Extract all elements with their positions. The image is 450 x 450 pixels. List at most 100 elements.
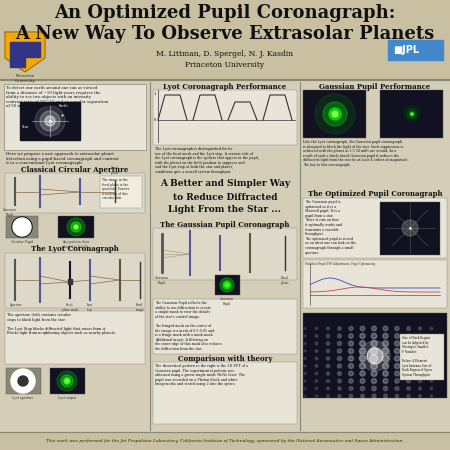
Text: This work was performed for the Jet Propulsion Laboratory, California Institute : This work was performed for the Jet Prop… (46, 439, 404, 443)
Polygon shape (326, 357, 330, 360)
Polygon shape (360, 394, 365, 398)
Polygon shape (338, 349, 342, 353)
Polygon shape (418, 387, 422, 390)
Polygon shape (315, 364, 318, 367)
Polygon shape (372, 326, 377, 331)
Bar (303, 90, 366, 138)
Polygon shape (220, 278, 234, 292)
Polygon shape (348, 356, 354, 361)
Polygon shape (370, 347, 378, 355)
Bar (153, 299, 297, 354)
Polygon shape (225, 283, 229, 287)
Polygon shape (418, 342, 422, 345)
Polygon shape (18, 376, 28, 386)
Text: The Optimized Pupil Coronagraph: The Optimized Pupil Coronagraph (308, 190, 442, 198)
Text: Lyot aperture: Lyot aperture (12, 396, 34, 400)
Polygon shape (371, 378, 377, 383)
Bar (153, 228, 297, 280)
Polygon shape (338, 334, 342, 338)
Bar (0, 0, 450, 80)
Bar (153, 90, 297, 145)
Bar (303, 198, 447, 258)
Polygon shape (395, 387, 399, 391)
Bar (10, 42, 25, 67)
Polygon shape (371, 371, 377, 376)
Text: Here we propose a new approach to extrasolar planet
detection using a pupil-base: Here we propose a new approach to extras… (6, 152, 119, 165)
Polygon shape (383, 387, 387, 391)
Text: Lyot Coronagraph Performance: Lyot Coronagraph Performance (163, 83, 287, 91)
Polygon shape (383, 371, 388, 376)
Bar (215, 275, 240, 295)
Polygon shape (407, 387, 410, 390)
Text: An Optimized Pupil Coronagraph:: An Optimized Pupil Coronagraph: (54, 4, 396, 22)
Text: Modified Pupil PSF Adjustment, Pupil Optimizing: Modified Pupil PSF Adjustment, Pupil Opt… (305, 262, 375, 266)
Text: Airy pattern (how
bad it is 1/λ²/D): Airy pattern (how bad it is 1/λ²/D) (62, 240, 90, 248)
Polygon shape (326, 342, 330, 345)
Text: to Reduce Diffracted: to Reduce Diffracted (173, 193, 277, 202)
Polygon shape (394, 356, 400, 361)
Bar (303, 313, 447, 398)
Text: The Gaussian Pupil Coronagraph: The Gaussian Pupil Coronagraph (160, 221, 290, 229)
Polygon shape (304, 373, 306, 374)
Text: Gaussian
Pupil: Gaussian Pupil (3, 208, 17, 216)
Bar (58, 216, 94, 238)
Polygon shape (406, 349, 411, 353)
Text: Final
image: Final image (136, 303, 144, 311)
Polygon shape (418, 349, 422, 353)
Polygon shape (360, 341, 365, 346)
Polygon shape (395, 326, 399, 331)
Polygon shape (382, 341, 388, 346)
Polygon shape (418, 364, 422, 368)
Polygon shape (304, 387, 306, 390)
Bar (5, 253, 145, 308)
Polygon shape (338, 387, 341, 390)
Polygon shape (327, 327, 329, 330)
Text: Light From the Star ...: Light From the Star ... (168, 206, 282, 215)
Text: Classical Circular Aperture: Classical Circular Aperture (21, 166, 129, 174)
Polygon shape (411, 113, 413, 115)
Polygon shape (418, 327, 422, 330)
Polygon shape (367, 348, 383, 364)
Polygon shape (402, 220, 418, 236)
Text: M. Littman, D. Spergel, N. J. Kasdin: M. Littman, D. Spergel, N. J. Kasdin (157, 50, 293, 58)
Polygon shape (338, 327, 341, 330)
Polygon shape (338, 395, 341, 397)
Bar (6, 368, 41, 394)
Polygon shape (349, 341, 353, 346)
Polygon shape (360, 326, 365, 331)
Polygon shape (315, 395, 318, 397)
Polygon shape (360, 371, 365, 376)
Bar (100, 176, 142, 208)
Polygon shape (395, 341, 400, 346)
Bar (4, 84, 146, 150)
Bar (6, 216, 38, 238)
Polygon shape (407, 379, 410, 383)
Polygon shape (45, 116, 55, 126)
Polygon shape (404, 106, 420, 122)
Bar (388, 40, 443, 60)
Polygon shape (40, 111, 60, 131)
Polygon shape (406, 364, 411, 368)
Polygon shape (383, 326, 388, 331)
Polygon shape (382, 355, 389, 362)
Polygon shape (338, 356, 342, 360)
Text: 1: 1 (154, 92, 156, 96)
Polygon shape (13, 218, 31, 236)
Bar (380, 202, 440, 255)
Polygon shape (304, 328, 306, 329)
Polygon shape (304, 380, 306, 382)
Polygon shape (304, 335, 306, 337)
Polygon shape (418, 372, 422, 375)
Text: The aperture (left) contains circular
stops to block light from the star.

The L: The aperture (left) contains circular st… (7, 313, 116, 335)
Polygon shape (360, 387, 365, 391)
Polygon shape (326, 349, 330, 353)
Polygon shape (61, 375, 73, 387)
Polygon shape (371, 363, 378, 369)
Polygon shape (418, 379, 422, 382)
Polygon shape (383, 378, 388, 383)
Text: A New Way To Observe Extrasolar Planets: A New Way To Observe Extrasolar Planets (15, 25, 435, 43)
Polygon shape (66, 380, 68, 382)
Polygon shape (11, 369, 35, 393)
Polygon shape (407, 395, 410, 397)
Polygon shape (395, 333, 399, 338)
